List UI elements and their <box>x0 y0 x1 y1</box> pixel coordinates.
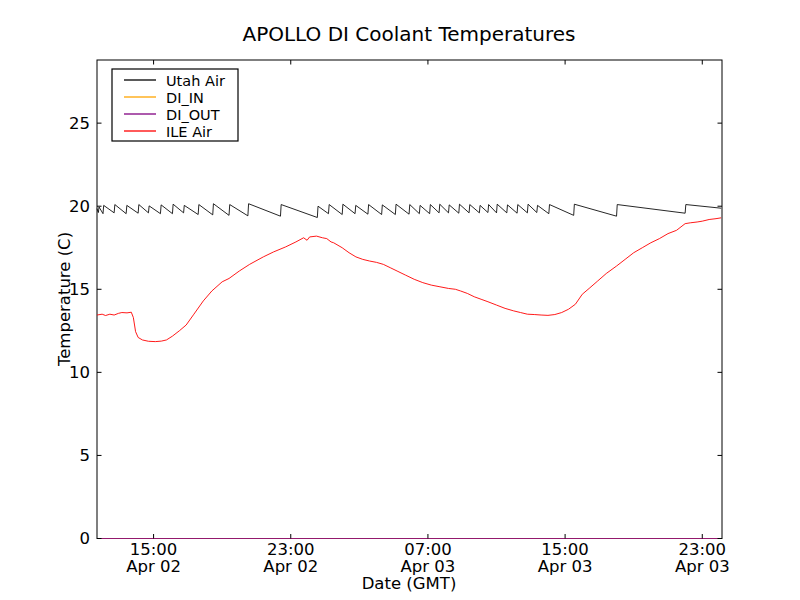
x-tick-label-date: Apr 03 <box>675 557 730 576</box>
y-tick-label: 5 <box>80 446 91 465</box>
series-line-utah-air <box>97 204 721 218</box>
y-tick-label: 0 <box>80 529 91 548</box>
x-tick-label-date: Apr 03 <box>538 557 593 576</box>
figure: APOLLO DI Coolant Temperatures Date (GMT… <box>0 0 800 600</box>
y-tick-label: 10 <box>69 363 90 382</box>
x-tick-label-date: Apr 02 <box>263 557 318 576</box>
x-tick-label-date: Apr 02 <box>126 557 181 576</box>
series-line-ile-air <box>97 218 721 342</box>
legend-label-utah-air: Utah Air <box>166 73 225 89</box>
legend-label-di-in: DI_IN <box>166 90 204 106</box>
y-axis-label: Temperature (C) <box>55 232 74 367</box>
coolant-temperature-chart: APOLLO DI Coolant Temperatures Date (GMT… <box>0 0 800 600</box>
legend-label-di-out: DI_OUT <box>166 107 220 123</box>
chart-title: APOLLO DI Coolant Temperatures <box>242 22 575 46</box>
y-tick-label: 15 <box>69 280 90 299</box>
y-tick-label: 25 <box>69 114 90 133</box>
x-axis-label: Date (GMT) <box>362 574 457 593</box>
y-tick-label: 20 <box>69 197 90 216</box>
x-tick-label-date: Apr 03 <box>401 557 456 576</box>
legend: Utah AirDI_INDI_OUTILE Air <box>112 69 238 141</box>
legend-label-ile-air: ILE Air <box>166 124 212 140</box>
